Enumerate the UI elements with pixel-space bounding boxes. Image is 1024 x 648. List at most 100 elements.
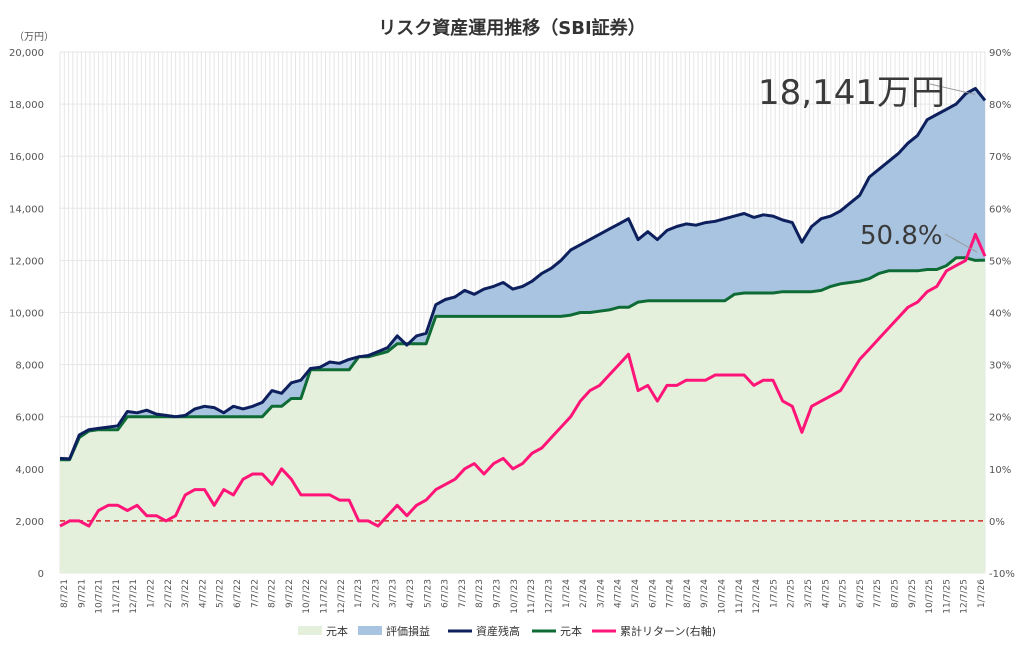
x-tick-label: 8/7/23 xyxy=(475,579,485,608)
y-left-tick-label: 8,000 xyxy=(15,361,44,372)
y-right-tick-label: 50% xyxy=(989,256,1011,267)
x-tick-label: 5/7/22 xyxy=(216,579,226,608)
y-right-tick-label: 0% xyxy=(989,517,1005,528)
y-right-tick-label: 60% xyxy=(989,204,1011,215)
x-tick-label: 8/7/25 xyxy=(890,579,900,608)
x-tick-label: 2/7/22 xyxy=(164,579,174,608)
principal-area xyxy=(60,257,985,573)
x-tick-label: 2/7/23 xyxy=(371,579,381,608)
legend-swatch xyxy=(298,626,322,635)
x-tick-label: 12/7/21 xyxy=(129,579,139,614)
x-tick-label: 1/7/23 xyxy=(354,579,364,608)
x-tick-label: 8/7/22 xyxy=(268,579,278,608)
annotations: 18,141万円 50.8% xyxy=(758,73,978,253)
x-tick-label: 7/7/22 xyxy=(250,579,260,608)
x-tick-label: 2/7/24 xyxy=(579,579,589,608)
x-tick-label: 8/7/24 xyxy=(683,579,693,608)
x-tick-label: 9/7/23 xyxy=(493,579,503,608)
y-left-tick-label: 6,000 xyxy=(15,413,44,424)
x-tick-label: 4/7/25 xyxy=(821,579,831,608)
x-tick-label: 3/7/23 xyxy=(389,579,399,608)
gain-area xyxy=(60,88,985,460)
x-tick-label: 1/7/26 xyxy=(977,579,987,608)
x-tick-label: 3/7/22 xyxy=(181,579,191,608)
legend-swatch xyxy=(358,626,382,635)
y-left-tick-label: 0 xyxy=(38,569,44,580)
balance-line xyxy=(59,87,987,461)
y-left-unit-label: （万円） xyxy=(14,31,54,43)
x-tick-label: 7/7/24 xyxy=(666,579,676,608)
area-layer xyxy=(60,88,985,573)
y-right-tick-label: 80% xyxy=(989,100,1011,111)
y-right-tick-label: 20% xyxy=(989,413,1011,424)
y-left-tick-label: 2,000 xyxy=(15,517,44,528)
x-tick-label: 12/7/25 xyxy=(960,579,970,614)
x-tick-label: 8/7/21 xyxy=(60,579,70,608)
return-line xyxy=(59,232,987,528)
x-tick-label: 10/7/22 xyxy=(302,579,312,614)
x-tick-label: 12/7/23 xyxy=(544,579,554,614)
x-tick-label: 9/7/22 xyxy=(285,579,295,608)
y-left-tick-label: 18,000 xyxy=(9,100,44,111)
x-tick-label: 10/7/25 xyxy=(925,579,935,614)
x-tick-label: 4/7/24 xyxy=(614,579,624,608)
x-tick-label: 11/7/23 xyxy=(527,579,537,614)
x-tick-label: 9/7/24 xyxy=(700,579,710,608)
return-annotation: 50.8% xyxy=(860,221,943,251)
x-tick-label: 9/7/21 xyxy=(77,579,87,608)
legend-label: 評価損益 xyxy=(386,624,430,638)
x-tick-label: 11/7/24 xyxy=(735,579,745,614)
balance-annotation: 18,141万円 xyxy=(758,73,945,113)
legend-label: 資産残高 xyxy=(476,624,520,638)
x-tick-label: 2/7/25 xyxy=(787,579,797,608)
x-tick-label: 7/7/23 xyxy=(458,579,468,608)
x-tick-label: 12/7/22 xyxy=(337,579,347,614)
y-left-tick-label: 4,000 xyxy=(15,465,44,476)
x-tick-label: 6/7/24 xyxy=(648,579,658,608)
y-right-tick-label: 40% xyxy=(989,309,1011,320)
annotation-leader-return xyxy=(944,233,978,253)
x-tick-label: 5/7/23 xyxy=(423,579,433,608)
principal-line xyxy=(60,256,986,462)
x-tick-label: 6/7/25 xyxy=(856,579,866,608)
x-tick-label: 4/7/23 xyxy=(406,579,416,608)
y-left-tick-label: 16,000 xyxy=(9,152,44,163)
x-tick-label: 9/7/25 xyxy=(908,579,918,608)
y-right-tick-label: 90% xyxy=(989,48,1011,59)
x-tick-label: 12/7/24 xyxy=(752,579,762,614)
x-tick-label: 3/7/25 xyxy=(804,579,814,608)
y-left-tick-label: 12,000 xyxy=(9,256,44,267)
x-tick-label: 3/7/24 xyxy=(596,579,606,608)
line-layer xyxy=(59,87,987,528)
x-tick-label: 5/7/25 xyxy=(839,579,849,608)
legend-label: 元本 xyxy=(326,624,348,638)
x-tick-label: 4/7/22 xyxy=(198,579,208,608)
legend-label: 累計リターン(右軸) xyxy=(620,624,716,638)
legend: 元本 評価損益 資産残高 元本 累計リターン(右軸) xyxy=(298,624,716,638)
x-tick-label: 7/7/25 xyxy=(873,579,883,608)
x-tick-label: 11/7/22 xyxy=(320,579,330,614)
annotation-leader-balance xyxy=(929,83,976,95)
x-tick-label: 1/7/22 xyxy=(147,579,157,608)
chart-title: リスク資産運用推移（SBI証券） xyxy=(378,17,645,39)
y-left-tick-label: 10,000 xyxy=(9,309,44,320)
y-left-tick-label: 20,000 xyxy=(9,48,44,59)
x-tick-label: 1/7/25 xyxy=(769,579,779,608)
x-tick-label: 10/7/23 xyxy=(510,579,520,614)
legend-label: 元本 xyxy=(560,624,582,638)
x-tick-label: 10/7/24 xyxy=(717,579,727,614)
y-right-tick-label: 10% xyxy=(989,465,1011,476)
y-left-tick-label: 14,000 xyxy=(9,204,44,215)
x-tick-label: 6/7/23 xyxy=(441,579,451,608)
y-right-tick-label: 70% xyxy=(989,152,1011,163)
y-right-tick-label: -10% xyxy=(989,569,1015,580)
x-tick-label: 11/7/25 xyxy=(942,579,952,614)
x-tick-label: 6/7/22 xyxy=(233,579,243,608)
x-tick-label: 10/7/21 xyxy=(95,579,105,614)
x-tick-label: 1/7/24 xyxy=(562,579,572,608)
axis-labels: 0 -10% 2,000 0% 4,000 10% 6,000 20% 8,000 30% 10,0… xyxy=(9,48,1015,614)
x-tick-label: 5/7/24 xyxy=(631,579,641,608)
x-tick-label: 11/7/21 xyxy=(112,579,122,614)
y-right-tick-label: 30% xyxy=(989,361,1011,372)
